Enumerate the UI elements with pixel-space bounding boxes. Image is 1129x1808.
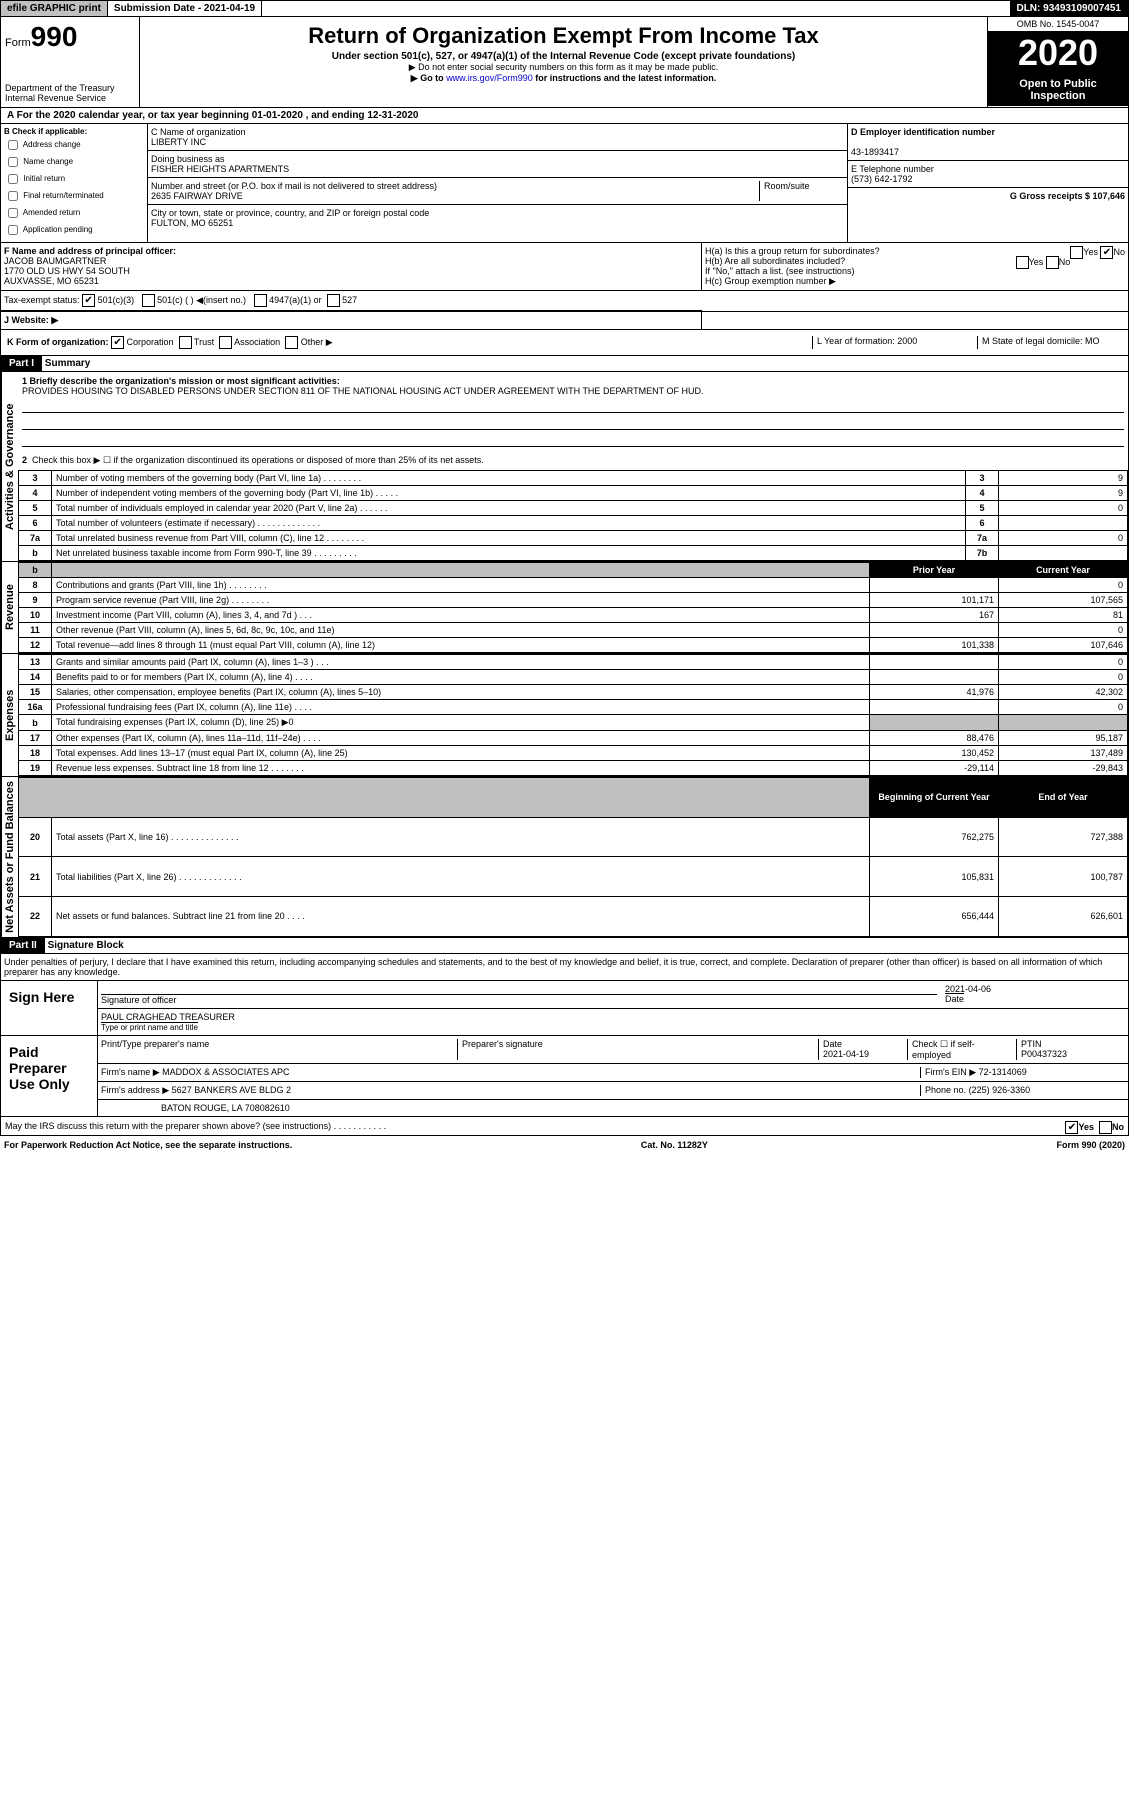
k-row: K Form of organization: ✔ Corporation Tr… xyxy=(0,330,1129,356)
officer-name: JACOB BAUMGARTNER xyxy=(4,256,106,266)
chk-527[interactable] xyxy=(327,294,340,307)
table-row: 19Revenue less expenses. Subtract line 1… xyxy=(19,761,1128,776)
tax-period: A For the 2020 calendar year, or tax yea… xyxy=(0,108,1129,124)
table-row: 17Other expenses (Part IX, column (A), l… xyxy=(19,731,1128,746)
table-row: 8Contributions and grants (Part VIII, li… xyxy=(19,578,1128,593)
chk-name[interactable]: Name change xyxy=(4,154,144,170)
ptin: P00437323 xyxy=(1021,1049,1067,1059)
city: FULTON, MO 65251 xyxy=(151,218,233,228)
table-row: 5Total number of individuals employed in… xyxy=(19,501,1128,516)
table-row: 7aTotal unrelated business revenue from … xyxy=(19,531,1128,546)
table-row: 18Total expenses. Add lines 13–17 (must … xyxy=(19,746,1128,761)
dept-irs: Internal Revenue Service xyxy=(5,93,135,103)
table-row: 22Net assets or fund balances. Subtract … xyxy=(19,897,1128,937)
prep-date: 2021-04-19 xyxy=(823,1049,869,1059)
entity-row: B Check if applicable: Address change Na… xyxy=(0,124,1129,243)
ssn-note: ▶ Do not enter social security numbers o… xyxy=(144,62,983,73)
chk-amended[interactable]: Amended return xyxy=(4,205,144,221)
exempt-row: Tax-exempt status: ✔ 501(c)(3) 501(c) ( … xyxy=(0,291,1129,312)
submission-date: Submission Date - 2021-04-19 xyxy=(108,1,262,16)
table-row: 12Total revenue—add lines 8 through 11 (… xyxy=(19,638,1128,653)
firm-phone: (225) 926-3360 xyxy=(969,1085,1031,1095)
officer-row: F Name and address of principal officer:… xyxy=(0,243,1129,291)
firm-ein: 72-1314069 xyxy=(979,1067,1027,1077)
omb-number: OMB No. 1545-0047 xyxy=(988,17,1128,32)
chk-final[interactable]: Final return/terminated xyxy=(4,188,144,204)
chk-501c3[interactable]: ✔ xyxy=(82,294,95,307)
chk-4947[interactable] xyxy=(254,294,267,307)
chk-discuss-no[interactable] xyxy=(1099,1121,1112,1134)
chk-initial[interactable]: Initial return xyxy=(4,171,144,187)
table-row: 11Other revenue (Part VIII, column (A), … xyxy=(19,623,1128,638)
mission-text: PROVIDES HOUSING TO DISABLED PERSONS UND… xyxy=(22,386,703,396)
chk-501c[interactable] xyxy=(142,294,155,307)
table-row: 3Number of voting members of the governi… xyxy=(19,471,1128,486)
chk-application[interactable]: Application pending xyxy=(4,222,144,238)
footer: For Paperwork Reduction Act Notice, see … xyxy=(0,1136,1129,1154)
chk-trust[interactable] xyxy=(179,336,192,349)
chk-corp[interactable]: ✔ xyxy=(111,336,124,349)
box-b: B Check if applicable: Address change Na… xyxy=(1,124,148,242)
paid-preparer: Paid Preparer Use Only Print/Type prepar… xyxy=(0,1036,1129,1117)
table-row: 14Benefits paid to or for members (Part … xyxy=(19,670,1128,685)
phone: (573) 642-1792 xyxy=(851,174,913,184)
declaration: Under penalties of perjury, I declare th… xyxy=(0,954,1129,981)
table-row: 16aProfessional fundraising fees (Part I… xyxy=(19,700,1128,715)
state-domicile: M State of legal domicile: MO xyxy=(977,336,1122,349)
table-row: 13Grants and similar amounts paid (Part … xyxy=(19,655,1128,670)
netassets-table: Beginning of Current YearEnd of Year20To… xyxy=(18,777,1128,937)
street: 2635 FAIRWAY DRIVE xyxy=(151,191,243,201)
title-block: Form990 Department of the Treasury Inter… xyxy=(0,17,1129,108)
box-d: D Employer identification number43-18934… xyxy=(847,124,1128,242)
website-row: J Website: ▶ xyxy=(0,312,1129,330)
table-row: 4Number of independent voting members of… xyxy=(19,486,1128,501)
box-c: C Name of organizationLIBERTY INC Doing … xyxy=(148,124,847,242)
sign-here: Sign Here Signature of officer2021-04-06… xyxy=(0,981,1129,1036)
table-row: bNet unrelated business taxable income f… xyxy=(19,546,1128,561)
form-title: Return of Organization Exempt From Incom… xyxy=(144,23,983,49)
table-row: 15Salaries, other compensation, employee… xyxy=(19,685,1128,700)
revenue-section: Revenue bPrior YearCurrent Year8Contribu… xyxy=(0,562,1129,654)
group-return: H(a) Is this a group return for subordin… xyxy=(705,246,1125,256)
table-row: 9Program service revenue (Part VIII, lin… xyxy=(19,593,1128,608)
form-number: Form990 xyxy=(5,21,135,53)
firm-addr: 5627 BANKERS AVE BLDG 2 xyxy=(172,1085,291,1095)
netassets-section: Net Assets or Fund Balances Beginning of… xyxy=(0,777,1129,938)
year-formation: L Year of formation: 2000 xyxy=(812,336,977,349)
expenses-table: 13Grants and similar amounts paid (Part … xyxy=(18,654,1128,776)
chk-discuss-yes[interactable]: ✔ xyxy=(1065,1121,1078,1134)
group-exemption: H(c) Group exemption number ▶ xyxy=(705,276,1125,287)
signer-name: PAUL CRAGHEAD TREASURER xyxy=(101,1012,235,1022)
table-row: 20Total assets (Part X, line 16) . . . .… xyxy=(19,817,1128,857)
dept-treasury: Department of the Treasury xyxy=(5,83,135,93)
part1-header: Part I Summary xyxy=(0,356,1129,372)
goto-note: ▶ Go to www.irs.gov/Form990 for instruct… xyxy=(144,73,983,84)
gross-receipts: G Gross receipts $ 107,646 xyxy=(1010,191,1125,201)
governance-section: Activities & Governance 1 Briefly descri… xyxy=(0,372,1129,562)
revenue-table: bPrior YearCurrent Year8Contributions an… xyxy=(18,562,1128,653)
irs-link[interactable]: www.irs.gov/Form990 xyxy=(446,73,533,83)
discuss-row: May the IRS discuss this return with the… xyxy=(0,1117,1129,1136)
dba: FISHER HEIGHTS APARTMENTS xyxy=(151,164,289,174)
table-row: 10Investment income (Part VIII, column (… xyxy=(19,608,1128,623)
subordinates: H(b) Are all subordinates included? Yes … xyxy=(705,256,1125,266)
chk-other[interactable] xyxy=(285,336,298,349)
chk-assoc[interactable] xyxy=(219,336,232,349)
part2-header: Part II Signature Block xyxy=(0,938,1129,954)
governance-table: 3Number of voting members of the governi… xyxy=(18,470,1128,561)
table-row: 21Total liabilities (Part X, line 26) . … xyxy=(19,857,1128,897)
dln: DLN: 93493109007451 xyxy=(1010,1,1128,16)
ein: 43-1893417 xyxy=(851,147,899,157)
header-bar: efile GRAPHIC print Submission Date - 20… xyxy=(0,0,1129,17)
open-inspection: Open to Public Inspection xyxy=(988,74,1128,106)
org-name: LIBERTY INC xyxy=(151,137,206,147)
table-row: bTotal fundraising expenses (Part IX, co… xyxy=(19,715,1128,731)
expenses-section: Expenses 13Grants and similar amounts pa… xyxy=(0,654,1129,777)
efile-label: efile GRAPHIC print xyxy=(1,1,108,16)
form-subtitle: Under section 501(c), 527, or 4947(a)(1)… xyxy=(144,51,983,62)
table-row: 6Total number of volunteers (estimate if… xyxy=(19,516,1128,531)
chk-address[interactable]: Address change xyxy=(4,137,144,153)
tax-year: 2020 xyxy=(988,32,1128,74)
firm-name: MADDOX & ASSOCIATES APC xyxy=(162,1067,289,1077)
